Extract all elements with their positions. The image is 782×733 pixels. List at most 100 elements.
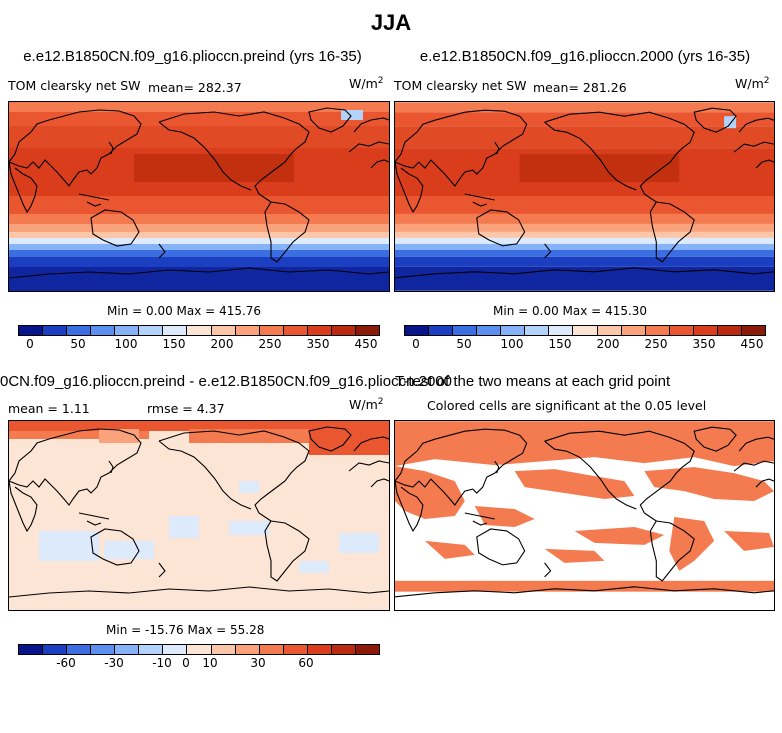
- colorbar-tick-label: 10: [202, 656, 218, 670]
- panel3-title: 0CN.f09_g16.plioccn.preind - e.e12.B1850…: [0, 373, 452, 390]
- colorbar-cell: [283, 645, 308, 654]
- panel1-max-label: Max =: [176, 304, 216, 318]
- panel3-colorbar-ticks: -60 -30 -10 0 10 30 60: [18, 656, 378, 672]
- colorbar-cell: [355, 326, 379, 335]
- panel1-mean: mean= 282.37: [148, 80, 242, 95]
- panel1-max-value: 415.76: [219, 304, 262, 318]
- colorbar-tick-label: 0: [182, 656, 190, 670]
- panel2-units-base: W/m: [735, 76, 764, 92]
- colorbar-cell: [139, 645, 164, 654]
- colorbar-cell: [187, 326, 212, 335]
- colorbar-tick-label: 100: [500, 337, 524, 351]
- panel3-mean-label: mean =: [8, 401, 58, 416]
- colorbar-tick-label: 350: [692, 337, 716, 351]
- panel3-min-value: -15.76: [145, 623, 184, 637]
- colorbar-cell: [307, 326, 332, 335]
- panel3-colorbar: [18, 644, 380, 655]
- colorbar-cell: [331, 645, 356, 654]
- colorbar-cell: [453, 326, 478, 335]
- colorbar-tick-label: -30: [104, 656, 124, 670]
- panel1-variable: TOM clearsky net SW: [8, 78, 141, 93]
- colorbar-tick-label: -60: [56, 656, 76, 670]
- colorbar-cell: [19, 326, 44, 335]
- colorbar-cell: [67, 326, 92, 335]
- panel2-max-value: 415.30: [605, 304, 648, 318]
- panel3-units-exp: 2: [377, 397, 384, 407]
- colorbar-tick-label: 200: [210, 337, 234, 351]
- colorbar-cell: [91, 326, 116, 335]
- panel3-rmse-label: rmse =: [147, 401, 193, 416]
- panel3-rmse-value: 4.37: [196, 401, 225, 416]
- panel1-units-exp: 2: [377, 76, 384, 86]
- colorbar-tick-label: 50: [456, 337, 472, 351]
- panel2-minmax: Min = 0.00 Max = 415.30: [493, 304, 647, 318]
- panel3-units: W/m2: [349, 397, 383, 412]
- panel3-map: [8, 420, 390, 611]
- panel3-max-value: 55.28: [230, 623, 265, 637]
- colorbar-tick-label: -10: [152, 656, 172, 670]
- colorbar-cell: [429, 326, 454, 335]
- panel3-mean: mean = 1.11: [8, 401, 90, 416]
- colorbar-tick-label: 50: [70, 337, 86, 351]
- colorbar-tick-label: 150: [162, 337, 186, 351]
- colorbar-cell: [597, 326, 622, 335]
- panel2-mean-label: mean=: [533, 80, 579, 95]
- panel2-colorbar: [404, 325, 766, 336]
- colorbar-tick-label: 250: [644, 337, 668, 351]
- panel2-min-value: 0.00: [532, 304, 559, 318]
- colorbar-cell: [477, 326, 502, 335]
- colorbar-cell: [43, 326, 68, 335]
- panel2-units-exp: 2: [763, 76, 770, 86]
- colorbar-cell: [235, 326, 260, 335]
- panel1-colorbar-ticks: 0 50 100 150 200 250 350 450: [18, 337, 378, 353]
- panel2-colorbar-ticks: 0 50 100 150 200 250 350 450: [404, 337, 764, 353]
- colorbar-cell: [259, 326, 284, 335]
- panel2-max-label: Max =: [562, 304, 602, 318]
- colorbar-tick-label: 60: [298, 656, 314, 670]
- panel1-units-base: W/m: [349, 76, 378, 92]
- colorbar-tick-label: 0: [412, 337, 420, 351]
- panel2-units: W/m2: [735, 76, 769, 91]
- colorbar-cell: [19, 645, 44, 654]
- colorbar-cell: [211, 645, 236, 654]
- panel4-subtitle: Colored cells are significant at the 0.0…: [427, 398, 707, 413]
- panel2-mean: mean= 281.26: [533, 80, 627, 95]
- colorbar-tick-label: 200: [596, 337, 620, 351]
- panel1-colorbar: [18, 325, 380, 336]
- colorbar-cell: [187, 645, 212, 654]
- colorbar-cell: [91, 645, 116, 654]
- colorbar-tick-label: 250: [258, 337, 282, 351]
- colorbar-cell: [645, 326, 670, 335]
- panel1-title: e.e12.B1850CN.f09_g16.plioccn.preind (yr…: [23, 48, 362, 65]
- colorbar-tick-label: 150: [548, 337, 572, 351]
- colorbar-cell: [283, 326, 308, 335]
- colorbar-cell: [621, 326, 646, 335]
- colorbar-cell: [717, 326, 742, 335]
- panel4-map: [394, 420, 775, 611]
- panel3-mean-value: 1.11: [61, 401, 90, 416]
- panel1-mean-label: mean=: [148, 80, 194, 95]
- panel2-variable: TOM clearsky net SW: [394, 78, 527, 93]
- colorbar-tick-label: 0: [26, 337, 34, 351]
- panel3-minmax: Min = -15.76 Max = 55.28: [106, 623, 264, 637]
- panel1-minmax: Min = 0.00 Max = 415.76: [107, 304, 261, 318]
- colorbar-cell: [115, 645, 140, 654]
- colorbar-tick-label: 100: [114, 337, 138, 351]
- panel1-min-value: 0.00: [146, 304, 173, 318]
- panel1-units: W/m2: [349, 76, 383, 91]
- colorbar-cell: [741, 326, 765, 335]
- colorbar-cell: [693, 326, 718, 335]
- colorbar-tick-label: 450: [354, 337, 378, 351]
- colorbar-cell: [163, 326, 188, 335]
- colorbar-cell: [115, 326, 140, 335]
- colorbar-tick-label: 450: [740, 337, 764, 351]
- panel1-min-label: Min =: [107, 304, 143, 318]
- panel1-map: [8, 101, 390, 292]
- colorbar-cell: [355, 645, 379, 654]
- colorbar-tick-label: 350: [306, 337, 330, 351]
- panel3-rmse: rmse = 4.37: [147, 401, 225, 416]
- panel2-title: e.e12.B1850CN.f09_g16.plioccn.2000 (yrs …: [419, 48, 751, 65]
- panel1-mean-value: 282.37: [197, 80, 242, 95]
- colorbar-cell: [139, 326, 164, 335]
- colorbar-cell: [573, 326, 598, 335]
